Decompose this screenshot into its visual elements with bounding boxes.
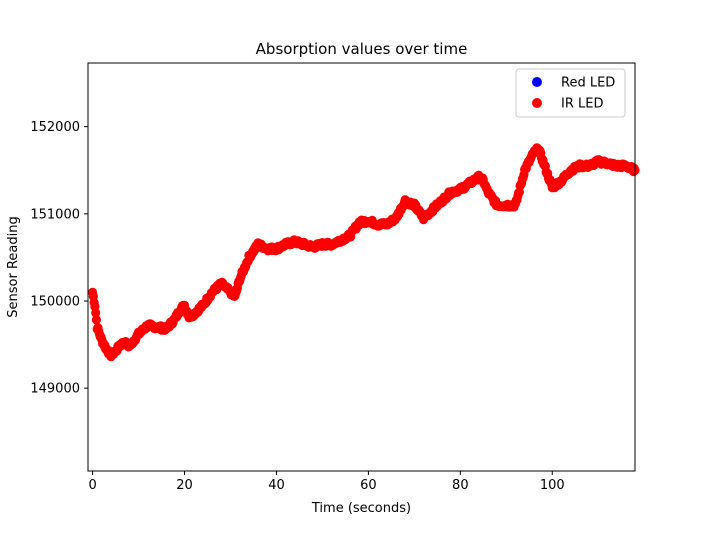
y-tick-label: 150000 bbox=[30, 295, 80, 310]
y-tick-label: 149000 bbox=[30, 382, 80, 397]
x-tick-label: 0 bbox=[88, 478, 96, 493]
legend-box bbox=[515, 68, 626, 118]
ticks-layer: 0 20 40 60 80 100 149000 150000 151000 152000 bbox=[30, 120, 564, 493]
legend-marker-ir-led bbox=[532, 98, 542, 108]
data-point-ir-led bbox=[91, 308, 101, 318]
x-axis-label: Time (seconds) bbox=[311, 501, 411, 516]
y-axis-label: Sensor Reading bbox=[6, 216, 21, 317]
x-tick-label: 60 bbox=[360, 478, 377, 493]
points-layer bbox=[87, 143, 640, 362]
legend-label-red-led: Red LED bbox=[561, 76, 615, 91]
chart-title: Absorption values over time bbox=[256, 40, 468, 58]
x-tick-label: 80 bbox=[452, 478, 469, 493]
x-tick-label: 100 bbox=[540, 478, 565, 493]
legend: Red LED IR LED bbox=[515, 68, 626, 118]
legend-marker-red-led bbox=[532, 77, 542, 87]
x-tick-label: 40 bbox=[268, 478, 285, 493]
plot-frame bbox=[87, 62, 636, 472]
y-tick-label: 152000 bbox=[30, 120, 80, 135]
legend-label-ir-led: IR LED bbox=[561, 97, 603, 112]
x-tick-label: 20 bbox=[176, 478, 193, 493]
data-point-ir-led bbox=[91, 315, 102, 325]
y-tick-label: 151000 bbox=[30, 207, 80, 222]
